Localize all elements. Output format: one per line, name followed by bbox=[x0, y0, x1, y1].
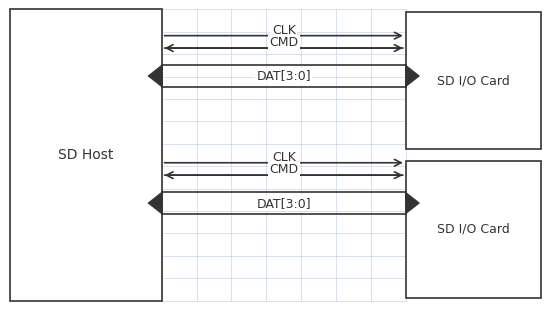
Text: SD I/O Card: SD I/O Card bbox=[437, 223, 509, 236]
Text: CLK: CLK bbox=[272, 24, 296, 37]
Text: DAT[3:0]: DAT[3:0] bbox=[257, 197, 311, 210]
Bar bbox=[406, 12, 541, 149]
Text: CMD: CMD bbox=[269, 163, 298, 176]
Text: SD Host: SD Host bbox=[58, 148, 114, 162]
Bar bbox=[406, 161, 541, 298]
Text: DAT[3:0]: DAT[3:0] bbox=[257, 69, 311, 82]
Bar bbox=[10, 9, 162, 301]
Text: CMD: CMD bbox=[269, 36, 298, 49]
Polygon shape bbox=[148, 65, 162, 87]
Text: SD I/O Card: SD I/O Card bbox=[437, 74, 509, 87]
Text: CLK: CLK bbox=[272, 151, 296, 164]
Polygon shape bbox=[406, 65, 420, 87]
Polygon shape bbox=[406, 192, 420, 214]
Polygon shape bbox=[148, 192, 162, 214]
